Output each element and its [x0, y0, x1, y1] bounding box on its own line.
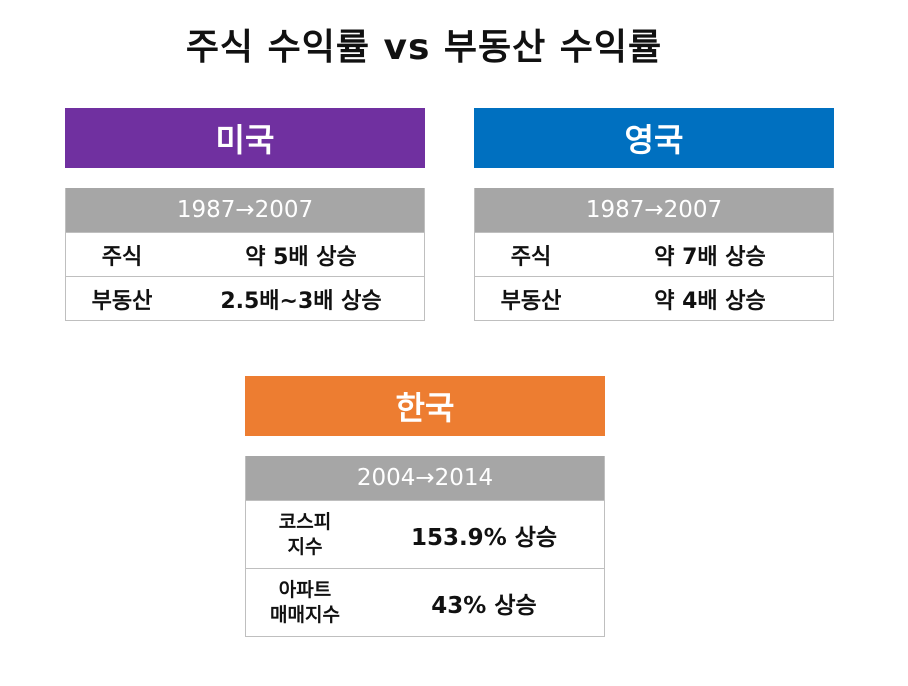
- row-label-line2: 지수: [287, 535, 323, 558]
- row-value: 약 4배 상승: [654, 288, 766, 314]
- table-row: 부동산 약 4배 상승: [475, 276, 833, 320]
- row-label-line2: 매매지수: [270, 603, 340, 626]
- row-value: 153.9% 상승: [410, 524, 558, 551]
- table-row: 부동산 2.5배~3배 상승: [66, 276, 424, 320]
- usa-section: 미국 1987→2007 주식 약 5배 상승 부동산 2.5배~3배 상승: [65, 108, 425, 321]
- usa-table: 1987→2007 주식 약 5배 상승 부동산 2.5배~3배 상승: [65, 188, 425, 321]
- uk-table: 1987→2007 주식 약 7배 상승 부동산 약 4배 상승: [474, 188, 834, 321]
- korea-section: 한국 2004→2014 코스피 지수 153.9% 상승 아파트 매매지수 4…: [245, 376, 605, 637]
- row-label: 주식: [101, 244, 143, 270]
- row-value: 2.5배~3배 상승: [220, 288, 382, 314]
- row-label: 부동산: [91, 288, 153, 314]
- uk-period-header: 1987→2007: [475, 188, 833, 232]
- table-row: 코스피 지수 153.9% 상승: [246, 500, 604, 568]
- korea-table: 2004→2014 코스피 지수 153.9% 상승 아파트 매매지수 43% …: [245, 456, 605, 637]
- row-label: 코스피 지수: [246, 510, 364, 560]
- table-row: 주식 약 5배 상승: [66, 232, 424, 276]
- table-row: 아파트 매매지수 43% 상승: [246, 568, 604, 636]
- uk-section: 영국 1987→2007 주식 약 7배 상승 부동산 약 4배 상승: [474, 108, 834, 321]
- korea-period-header: 2004→2014: [246, 456, 604, 500]
- row-value: 약 5배 상승: [245, 244, 357, 270]
- row-label: 주식: [510, 244, 552, 270]
- row-label: 부동산: [500, 288, 562, 314]
- table-row: 주식 약 7배 상승: [475, 232, 833, 276]
- page-title: 주식 수익률 vs 부동산 수익률: [185, 27, 663, 68]
- korea-banner: 한국: [245, 376, 605, 436]
- row-label-line1: 코스피: [278, 510, 332, 533]
- uk-banner: 영국: [474, 108, 834, 168]
- row-value: 43% 상승: [431, 592, 537, 619]
- row-value: 약 7배 상승: [654, 244, 766, 270]
- usa-banner: 미국: [65, 108, 425, 168]
- row-label-line1: 아파트: [278, 578, 332, 601]
- usa-period-header: 1987→2007: [66, 188, 424, 232]
- row-label: 아파트 매매지수: [246, 578, 364, 628]
